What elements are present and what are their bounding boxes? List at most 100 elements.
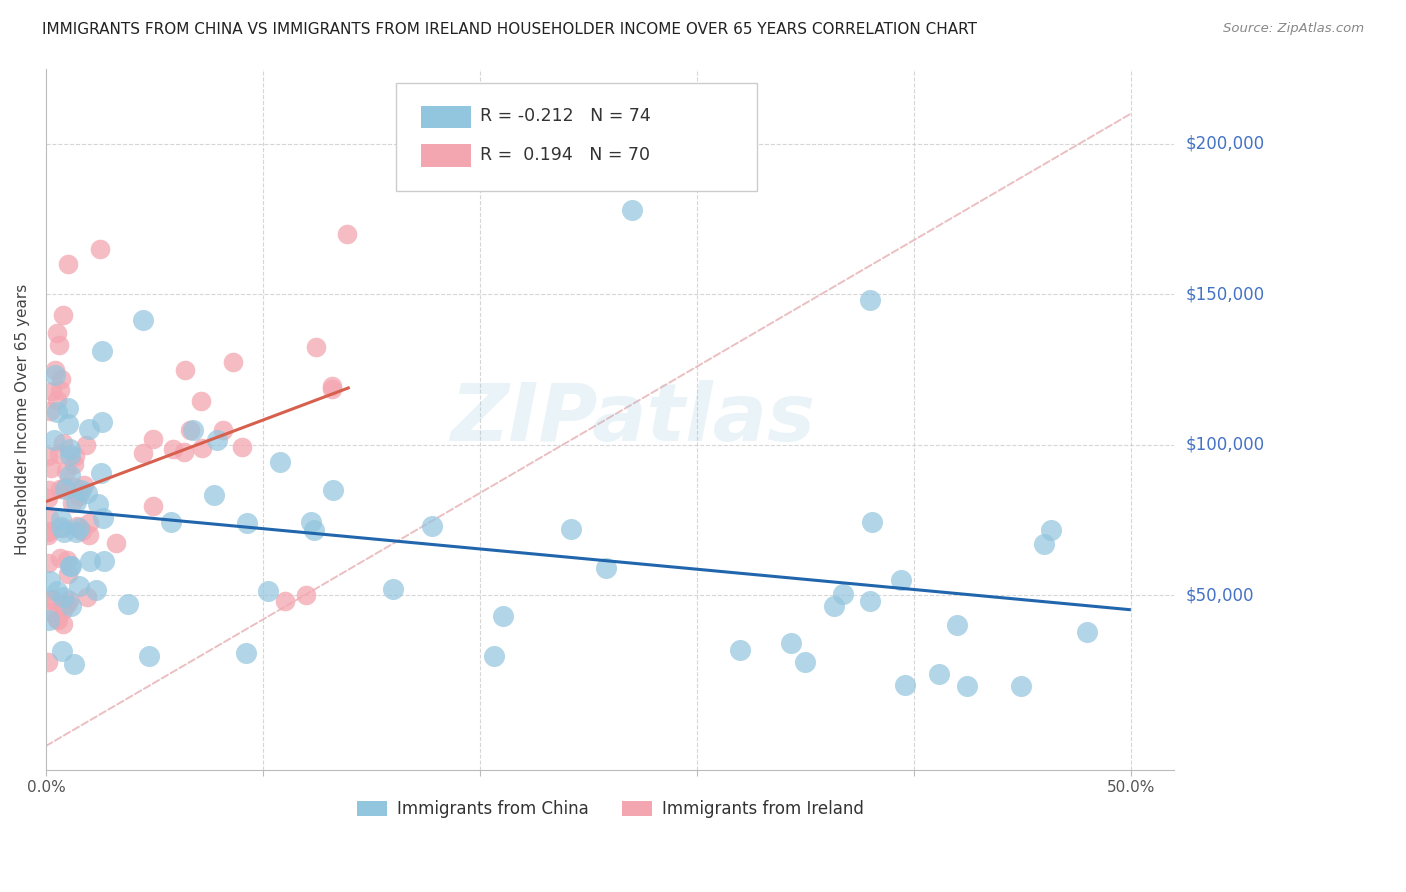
Point: [52, 309, 75, 323]
Point: [420, 518, 443, 533]
Point: [63, 657, 86, 671]
Point: [59, 448, 82, 462]
Point: [236, 516, 259, 531]
Point: [37, 655, 59, 669]
Point: [90, 415, 112, 429]
Point: [39, 574, 62, 589]
Point: [38, 613, 60, 627]
Point: [859, 593, 882, 607]
Point: [273, 594, 295, 608]
Point: [38, 524, 60, 539]
Text: $200,000: $200,000: [1185, 135, 1264, 153]
Point: [45, 612, 67, 626]
Point: [44, 433, 66, 447]
Point: [730, 642, 752, 657]
Point: [38, 511, 60, 525]
Point: [77, 422, 100, 436]
Point: [336, 227, 359, 241]
Y-axis label: Householder Income Over 65 years: Householder Income Over 65 years: [15, 284, 30, 555]
Point: [66, 518, 89, 533]
Point: [104, 535, 127, 549]
Point: [93, 553, 115, 567]
Point: [63, 449, 86, 463]
Point: [49, 371, 72, 385]
Point: [1010, 679, 1032, 693]
Point: [79, 554, 101, 568]
Point: [49, 551, 72, 566]
Point: [46, 584, 69, 599]
Point: [207, 433, 229, 447]
Point: [59, 442, 82, 457]
Point: [84, 582, 107, 597]
Point: [202, 488, 225, 502]
Point: [52, 436, 75, 450]
Text: $50,000: $50,000: [1185, 586, 1254, 605]
Point: [190, 394, 212, 409]
Point: [67, 521, 90, 535]
Point: [191, 441, 214, 455]
Point: [86, 497, 108, 511]
Point: [48, 613, 70, 627]
Point: [53, 525, 76, 540]
Point: [117, 597, 139, 611]
Point: [928, 667, 950, 681]
Point: [780, 636, 803, 650]
Point: [91, 511, 114, 525]
Point: [832, 587, 855, 601]
Point: [79, 528, 101, 542]
Point: [65, 494, 87, 508]
Point: [75, 438, 97, 452]
Point: [302, 523, 325, 537]
Text: $100,000: $100,000: [1185, 436, 1264, 454]
Point: [138, 649, 160, 664]
Point: [56, 597, 79, 611]
Point: [49, 383, 72, 397]
Point: [77, 516, 100, 530]
Point: [321, 379, 343, 393]
Point: [484, 649, 506, 664]
Point: [132, 312, 155, 326]
Point: [90, 466, 112, 480]
Point: [52, 591, 75, 605]
Point: [76, 486, 98, 500]
Point: [67, 489, 90, 503]
Point: [492, 609, 515, 624]
Point: [142, 432, 165, 446]
Text: R =  0.194   N = 70: R = 0.194 N = 70: [481, 145, 651, 164]
Text: R = -0.212   N = 74: R = -0.212 N = 74: [481, 107, 651, 125]
Text: ZIPatlas: ZIPatlas: [450, 380, 815, 458]
Point: [49, 520, 72, 534]
Point: [60, 495, 83, 509]
Point: [823, 599, 845, 613]
Point: [51, 643, 73, 657]
Point: [41, 592, 63, 607]
Text: Source: ZipAtlas.com: Source: ZipAtlas.com: [1223, 22, 1364, 36]
Point: [67, 579, 90, 593]
Point: [44, 368, 66, 383]
Point: [49, 512, 72, 526]
Point: [38, 605, 60, 619]
Point: [257, 584, 280, 599]
Point: [620, 202, 643, 217]
Point: [56, 566, 79, 581]
Point: [174, 363, 197, 377]
Point: [56, 417, 79, 432]
Point: [1033, 537, 1056, 551]
Point: [56, 553, 79, 567]
Point: [46, 405, 69, 419]
Point: [382, 582, 405, 596]
Point: [794, 655, 817, 669]
Point: [321, 382, 343, 396]
Point: [859, 293, 882, 308]
Point: [179, 423, 201, 437]
Point: [173, 445, 195, 459]
Point: [62, 480, 84, 494]
Point: [37, 557, 59, 571]
Point: [162, 442, 184, 457]
Point: [37, 491, 59, 505]
Point: [56, 401, 79, 416]
Point: [160, 515, 183, 529]
Point: [69, 483, 91, 497]
Point: [222, 354, 245, 368]
Point: [49, 482, 72, 496]
